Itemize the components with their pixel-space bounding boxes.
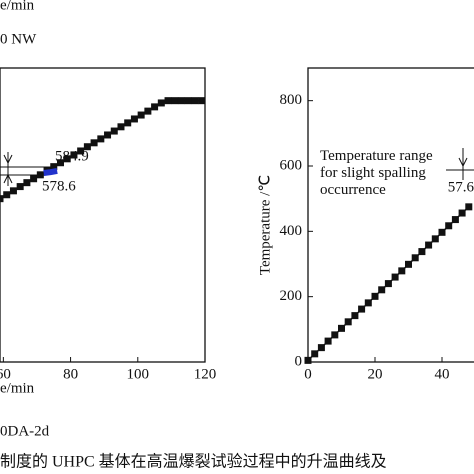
x-tick-label: 40: [435, 366, 450, 382]
point: [378, 286, 386, 294]
arrow: [446, 148, 474, 180]
point: [198, 97, 206, 105]
point: [164, 97, 172, 105]
point: [83, 143, 91, 151]
point: [117, 123, 125, 131]
x-axis-label: e/min: [0, 380, 35, 396]
point: [30, 175, 38, 183]
y-tick-label: 800: [280, 92, 303, 108]
point: [130, 115, 138, 123]
point: [23, 179, 31, 187]
point: [344, 318, 352, 326]
point: [177, 97, 185, 105]
point: [184, 97, 192, 105]
annotation: Temperature range for slight spalling occu…: [320, 148, 433, 198]
point: [371, 292, 379, 300]
point: [465, 203, 473, 211]
point: [358, 305, 366, 313]
point: [324, 337, 332, 345]
point: [110, 127, 118, 135]
caption: 制度的 UHPC 基体在高温爆裂试验过程中的升温曲线及: [0, 452, 387, 471]
x-tick-label: 120: [194, 366, 217, 382]
point: [56, 159, 64, 167]
x-tick-label: 0: [304, 366, 312, 382]
annotation-value: 57.6: [448, 179, 474, 195]
top-label: e/min: [0, 0, 35, 13]
point: [191, 97, 199, 105]
plot-frame: [0, 67, 206, 363]
point: [9, 187, 17, 195]
point: [63, 155, 71, 163]
point: [97, 135, 105, 143]
point: [137, 111, 145, 119]
point: [331, 331, 339, 339]
point: [391, 273, 399, 281]
point: [3, 191, 11, 199]
figure-tag: 0DA-2d: [0, 423, 50, 439]
point: [124, 119, 132, 127]
point: [451, 216, 459, 224]
point: [77, 147, 85, 155]
point: [405, 260, 412, 268]
point: [36, 171, 44, 179]
point: [364, 299, 372, 307]
point: [431, 235, 439, 243]
point: [144, 107, 152, 115]
y-axis-label: Temperature /℃: [257, 175, 273, 275]
point: [157, 99, 165, 107]
point: [90, 139, 98, 147]
point: [304, 356, 312, 364]
point: [338, 324, 345, 332]
point: [351, 312, 359, 320]
point: [0, 195, 4, 203]
y-tick-label: 400: [280, 223, 303, 239]
point: [445, 222, 453, 230]
plot-frame: [307, 67, 474, 363]
annotation: 578.6: [42, 178, 76, 194]
point: [384, 280, 392, 288]
point: [418, 248, 426, 256]
legend-text: 0 NW: [0, 31, 37, 47]
x-tick-label: 100: [127, 366, 150, 382]
point: [171, 97, 179, 105]
point: [411, 254, 419, 262]
point: [398, 267, 406, 275]
x-tick-label: 60: [0, 366, 11, 382]
point: [104, 131, 112, 139]
point: [438, 228, 446, 236]
point: [458, 209, 466, 217]
x-tick-label: 20: [368, 366, 383, 382]
x-tick-label: 80: [63, 366, 78, 382]
y-tick-label: 0: [295, 353, 303, 369]
point: [425, 241, 433, 249]
arrow: [0, 152, 55, 186]
point: [311, 350, 319, 358]
point: [50, 163, 58, 171]
point: [16, 183, 24, 191]
series-line: [43, 167, 58, 176]
point: [317, 344, 325, 352]
y-tick-label: 200: [280, 288, 303, 304]
point: [70, 151, 78, 159]
y-tick-label: 600: [280, 157, 303, 173]
point: [151, 103, 159, 111]
